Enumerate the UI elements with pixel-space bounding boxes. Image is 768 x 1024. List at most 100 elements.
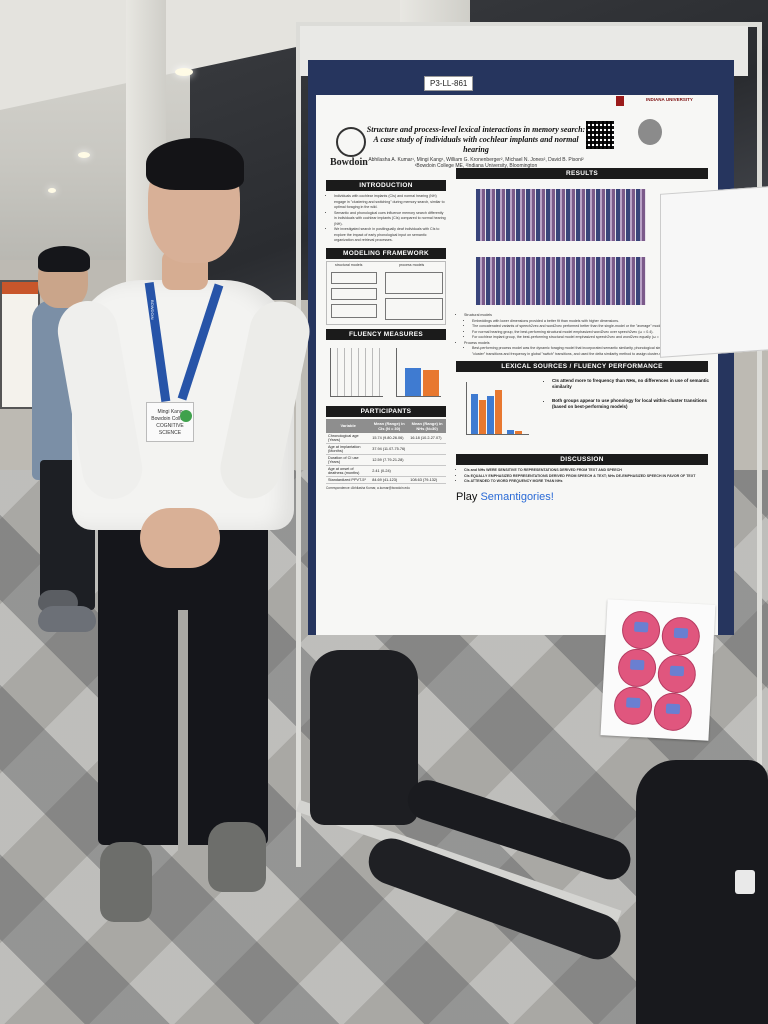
section-header-lexical: LEXICAL SOURCES / FLUENCY PERFORMANCE <box>456 361 708 372</box>
table-cell <box>408 454 446 466</box>
table-cell: Chronological age (Years) <box>326 432 371 444</box>
table-cell <box>408 465 446 477</box>
board-number-label: P3-LL-861 <box>424 76 474 91</box>
modeling-framework-diagram: structural models process models <box>326 260 446 325</box>
table-cell <box>408 443 446 455</box>
section-header-fluency: FLUENCY MEASURES <box>326 328 446 340</box>
model-box <box>385 297 443 320</box>
table-cell: 37.94 (11.07-75.76) <box>370 443 409 455</box>
results-bullet: Process models <box>464 341 708 347</box>
sticker-icon <box>656 654 697 694</box>
badge-ribbon: COGNITIVE SCIENCE <box>156 423 184 436</box>
results-bullet: Structural models <box>464 313 708 319</box>
bowdoin-seal-icon <box>336 127 366 157</box>
table-cell: Standardized PPVT-5¹ <box>326 476 371 484</box>
sticker-icon <box>660 616 701 657</box>
research-poster: Bowdoin INDIANA UNIVERSITY Structure and… <box>316 95 718 635</box>
fluency-measures-figure <box>326 342 446 404</box>
lexical-bullet: Both groups appear to use phonology for … <box>552 398 712 410</box>
side-paper-sheet <box>660 186 768 358</box>
fluency-bar-ci <box>405 367 421 396</box>
lexical-sources-block: CIs attend more to frequency than NHs, n… <box>456 372 709 452</box>
brain-gears-icon <box>638 119 662 145</box>
lexical-bullet: CIs attend more to frequency than NHs, n… <box>552 378 712 390</box>
lexical-bar <box>471 394 478 434</box>
sticker-icon <box>617 647 658 688</box>
presenter-shoe-left <box>100 842 152 922</box>
qr-code-icon <box>586 121 614 149</box>
table-cell: 16.18 (10.2-27.07) <box>408 432 446 444</box>
table-header: Variable <box>326 418 371 433</box>
section-header-discussion: DISCUSSION <box>456 454 708 465</box>
intro-bullet: We investigated search in postlingually … <box>334 227 446 244</box>
table-row: Standardized PPVT-5¹ 84.69 (41-123) 108.… <box>326 476 446 484</box>
name-badge: Mingi Kang Bowdoin College COGNITIVE SCI… <box>146 402 194 442</box>
play-semantigories-line: Play Semantigories! <box>456 491 708 503</box>
semantigories-link[interactable]: Semantigories! <box>480 490 554 503</box>
ceiling-light <box>175 68 193 76</box>
background-person-shoe <box>38 606 96 632</box>
table-row: Age at onset of deafness (months) 2.41 (… <box>326 465 446 477</box>
presenter-shoe-right <box>208 822 266 892</box>
section-header-results: RESULTS <box>456 168 708 179</box>
play-prefix: Play <box>456 490 481 503</box>
ceiling-light <box>48 188 56 193</box>
model-box <box>331 271 377 284</box>
section-header-participants: PARTICIPANTS <box>326 405 446 417</box>
bowdoin-logo: Bowdoin <box>330 157 368 168</box>
backpack-logo-icon <box>735 870 755 894</box>
results-bullet: For cochlear implant group, the best-per… <box>472 335 708 341</box>
poster-title-line2: A case study of individuals with cochlea… <box>373 135 579 154</box>
lexical-bar <box>495 390 502 434</box>
results-bullet: The concatenated variants of speech2vec … <box>472 324 708 330</box>
lexical-bar-chart <box>466 382 529 435</box>
table-cell: 2.41 (0-24) <box>370 465 409 477</box>
table-cell: Age at onset of deafness (months) <box>326 465 371 477</box>
table-cell: Age at implantation (Months) <box>326 443 371 455</box>
presenter-hands <box>140 508 220 568</box>
results-heatmap-bottom <box>476 257 646 305</box>
lexical-bar <box>507 430 514 434</box>
background-person-hair <box>38 246 90 272</box>
table-header: Mean (Range) in CIs (N = 30) <box>370 418 409 433</box>
fluency-bar-nh <box>423 369 439 396</box>
badge-green-dot <box>180 410 192 422</box>
participants-table: Variable Mean (Range) in CIs (N = 30) Me… <box>326 418 446 484</box>
lexical-bar <box>515 431 522 434</box>
lexical-bar <box>479 400 486 434</box>
poster-authors: Abhilasha A. Kumar¹, Mingi Kang¹, Willia… <box>368 157 584 163</box>
poster-title-line1: Structure and process-level lexical inte… <box>366 125 586 134</box>
section-header-modeling: MODELING FRAMEWORK <box>326 247 446 259</box>
table-row: Chronological age (Years) 15.74 (9.80-26… <box>326 432 446 444</box>
table-cell: 12.59 (7.79-21.28) <box>370 454 409 466</box>
model-box <box>331 287 377 300</box>
badge-affiliation: Bowdoin College <box>151 416 189 422</box>
poster-stand <box>296 22 762 867</box>
presenter-hair <box>146 138 244 190</box>
table-cell: 84.69 (41-123) <box>370 476 409 484</box>
fluency-timeline-plot <box>330 347 383 397</box>
discussion-bullet: CIs EQUALLY EMPHASIZED REPRESENTATIONS D… <box>464 474 708 480</box>
ceiling-light <box>78 152 90 158</box>
badge-name: Mingi Kang <box>157 409 183 415</box>
table-cell: 15.74 (9.80-26.06) <box>370 432 409 444</box>
intro-bullet: Semantic and phonological cues influence… <box>334 211 446 228</box>
indiana-trident-icon <box>616 96 624 106</box>
sticker-sheet <box>600 599 716 741</box>
results-bullet: Best-performing process model was the dy… <box>472 346 708 357</box>
model-box <box>385 271 443 294</box>
intro-bullet: Individuals with cochlear implants (CIs)… <box>334 194 446 211</box>
table-row: Duration of CI use (Years) 12.59 (7.79-2… <box>326 454 446 466</box>
results-heatmap-top <box>476 189 646 241</box>
table-row: Age at implantation (Months) 37.94 (11.0… <box>326 443 446 455</box>
indiana-university-logo: INDIANA UNIVERSITY <box>646 97 693 102</box>
model-box <box>331 303 377 318</box>
sticker-icon <box>621 610 662 651</box>
table-cell: 108.63 (79-132) <box>408 476 446 484</box>
process-models-label: process models <box>399 262 425 267</box>
lanyard-text: BOWDOIN <box>150 300 155 320</box>
sticker-icon <box>652 691 693 732</box>
presenter-leg-gap <box>178 610 188 850</box>
table-cell: Duration of CI use (Years) <box>326 454 371 466</box>
results-bullet: Embeddings with lower dimensions provide… <box>472 319 708 325</box>
